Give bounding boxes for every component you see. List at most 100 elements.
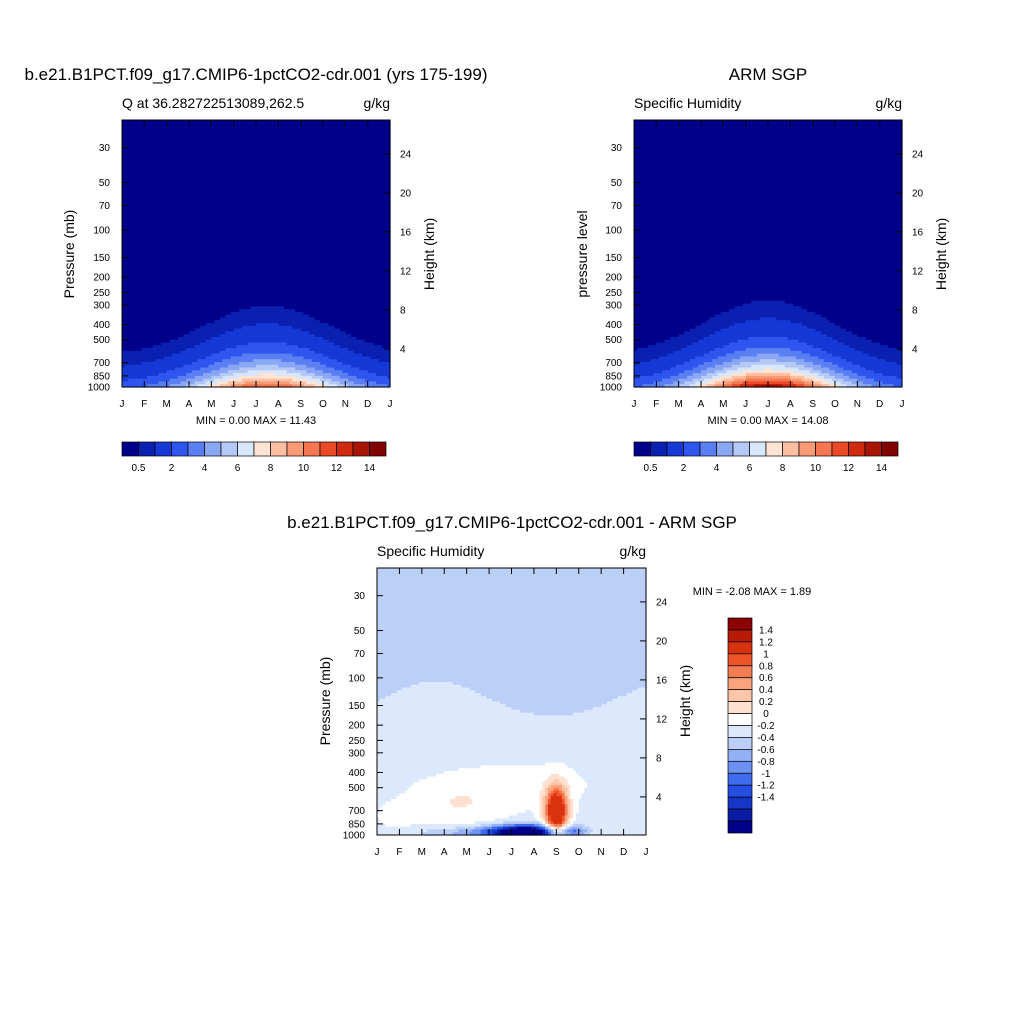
heatmap-cell [205,175,210,180]
heatmap-cell [286,125,291,129]
heatmap-cell [356,170,360,174]
heatmap-cell [186,158,190,163]
heatmap-cell [376,133,380,138]
heatmap-cell [219,142,224,146]
heatmap-cell [130,122,134,127]
heatmap-cell [214,206,218,210]
heatmap-cell [272,206,277,210]
heatmap-cell [236,158,240,163]
heatmap-cell [155,170,159,174]
heatmap-cell [158,145,162,149]
heatmap-cell [334,178,338,182]
heatmap-cell [306,131,310,135]
heatmap-cell [122,172,126,177]
heatmap-cell [124,156,129,160]
heatmap-cell [314,131,319,135]
heatmap-cell [325,164,330,168]
heatmap-cell [130,167,134,171]
heatmap-cell [306,192,310,196]
heatmap-cell [370,128,374,132]
heatmap-cell [147,142,151,146]
heatmap-cell [278,120,282,124]
heatmap-cell [281,142,285,146]
heatmap-cell [233,192,238,196]
heatmap-cell [336,145,341,149]
heatmap-cell [163,189,168,193]
heatmap-cell [230,142,235,146]
heatmap-cell [317,197,321,202]
heatmap-cell [264,200,268,205]
heatmap-cell [200,122,204,127]
heatmap-cell [295,178,299,182]
heatmap-cell [135,195,140,199]
heatmap-cell [381,145,386,149]
heatmap-cell [275,167,279,171]
heatmap-cell [144,167,148,171]
heatmap-cell [225,133,229,138]
heatmap-cell [325,186,330,191]
heatmap-cell [189,158,193,163]
heatmap-cell [387,195,391,199]
heatmap-cell [256,170,260,174]
heatmap-cell [161,133,165,138]
heatmap-cell [228,195,232,199]
heatmap-cell [166,197,171,202]
heatmap-cell [261,136,265,141]
heatmap-cell [267,147,271,152]
heatmap-cell [122,142,126,146]
heatmap-cell [289,167,293,171]
heatmap-cell [202,161,207,166]
heatmap-cell [244,131,249,135]
heatmap-cell [303,197,307,202]
heatmap-cell [230,189,235,193]
heatmap-cell [191,206,196,210]
heatmap-cell [320,145,324,149]
heatmap-cell [236,200,240,205]
heatmap-cell [152,120,157,124]
heatmap-cell [200,153,204,157]
heatmap-cell [336,158,341,163]
heatmap-cell [289,197,293,202]
heatmap-cell [325,147,330,152]
heatmap-cell [267,156,271,160]
heatmap-cell [141,147,145,152]
heatmap-cell [342,122,346,127]
heatmap-cell [180,189,185,193]
heatmap-cell [161,145,165,149]
heatmap-cell [239,133,243,138]
heatmap-cell [292,153,296,157]
heatmap-cell [325,172,330,177]
heatmap-cell [314,192,319,196]
heatmap-cell [222,128,226,132]
heatmap-cell [166,147,171,152]
heatmap-cell [281,197,285,202]
heatmap-cell [289,178,293,182]
heatmap-cell [342,181,346,185]
heatmap-cell [275,178,279,182]
heatmap-cell [387,133,391,138]
heatmap-cell [242,133,246,138]
heatmap-cell [149,186,154,191]
heatmap-cell [289,195,293,199]
heatmap-cell [200,189,204,193]
heatmap-cell [331,156,335,160]
heatmap-cell [152,178,157,182]
heatmap-cell [281,122,285,127]
heatmap-cell [242,175,246,180]
heatmap-cell [376,145,380,149]
heatmap-cell [230,172,235,177]
heatmap-cell [283,136,288,141]
heatmap-cell [211,164,215,168]
plot-units-label: g/kg [364,95,390,111]
heatmap-cell [250,197,254,202]
heatmap-cell [253,197,257,202]
heatmap-cell [141,197,145,202]
heatmap-cell [200,131,204,135]
heatmap-cell [163,170,168,174]
heatmap-cell [350,131,355,135]
heatmap-cell [253,178,257,182]
heatmap-cell [356,164,360,168]
heatmap-cell [141,145,145,149]
heatmap-cell [373,203,377,207]
heatmap-cell [197,170,201,174]
